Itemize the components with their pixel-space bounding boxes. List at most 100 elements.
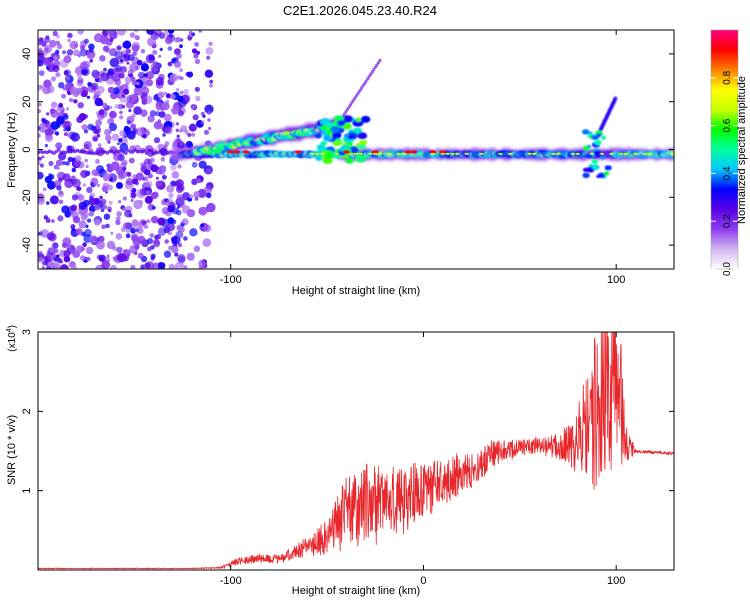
noise-blob: [95, 265, 103, 269]
noise-blob: [147, 37, 157, 47]
noise-blob: [110, 161, 120, 171]
noise-blob: [87, 218, 92, 223]
noise-blob: [134, 35, 140, 41]
noise-blob: [42, 187, 47, 192]
noise-blob: [204, 104, 214, 114]
noise-blob: [177, 254, 186, 263]
noise-blob: [116, 211, 122, 217]
noise-blob: [183, 88, 189, 95]
spectral-cell: [325, 152, 334, 159]
noise-blob: [128, 157, 135, 164]
noise-blob: [194, 58, 201, 65]
noise-blob: [42, 85, 51, 95]
colorbar-tick-label: 0.0: [722, 262, 733, 276]
noise-blob: [136, 59, 143, 66]
noise-blob: [53, 60, 61, 67]
noise-blob: [150, 63, 159, 72]
noise-blob: [50, 101, 58, 109]
noise-blob: [121, 94, 126, 98]
spectral-cell: [588, 131, 593, 135]
colorbar-tick-label: 0.8: [722, 70, 733, 84]
noise-blob: [65, 75, 71, 81]
noise-blob: [63, 128, 67, 132]
spectral-cell: [603, 171, 610, 176]
noise-blob: [161, 174, 167, 180]
noise-blob: [194, 196, 199, 201]
noise-blob: [38, 126, 41, 131]
noise-blob: [48, 173, 53, 178]
noise-blob: [71, 175, 76, 181]
spectral-cell: [342, 115, 353, 123]
noise-blob: [84, 158, 89, 163]
noise-blob: [208, 126, 212, 131]
noise-blob: [85, 164, 89, 169]
noise-blob: [167, 204, 175, 213]
spectral-cell: [596, 175, 601, 178]
spectral-cell: [587, 134, 592, 138]
noise-blob: [94, 33, 104, 43]
noise-blob: [78, 220, 87, 229]
noise-blob: [117, 252, 127, 263]
noise-blob: [176, 53, 182, 59]
noise-blob: [38, 133, 41, 138]
noise-blob: [52, 242, 59, 249]
noise-blob: [71, 194, 79, 201]
faint-trace: [366, 77, 370, 81]
noise-blob: [38, 197, 45, 205]
hot-spot: [371, 150, 379, 154]
noise-blob: [115, 233, 123, 240]
noise-blob: [103, 128, 111, 136]
noise-blob: [109, 57, 120, 68]
core-spot: [353, 152, 359, 155]
spectral-cell: [357, 132, 368, 140]
noise-blob: [95, 159, 100, 164]
noise-blob: [148, 54, 155, 61]
noise-blob: [51, 219, 55, 223]
spectral-cell: [600, 155, 606, 160]
noise-blob: [157, 119, 162, 123]
noise-blob: [130, 264, 136, 269]
noise-blob: [170, 93, 176, 100]
core-spot: [633, 152, 638, 155]
noise-blob: [194, 86, 200, 92]
noise-blob: [125, 48, 131, 54]
core-spot: [315, 152, 320, 155]
noise-blob: [106, 30, 116, 36]
spectrogram-noise-region: [38, 30, 382, 269]
noise-blob: [158, 54, 162, 58]
noise-blob: [47, 180, 56, 190]
noise-blob: [147, 115, 155, 123]
spectrogram-ylabel: Frequency (Hz): [6, 112, 18, 188]
noise-blob: [49, 195, 59, 205]
noise-blob: [94, 205, 100, 211]
noise-blob: [53, 165, 59, 170]
noise-blob: [171, 106, 180, 115]
noise-blob: [146, 30, 155, 35]
noise-blob: [158, 262, 166, 269]
noise-blob: [89, 195, 93, 200]
noise-blob: [131, 234, 139, 242]
faint-trace: [370, 70, 374, 74]
noise-blob: [137, 252, 144, 259]
noise-blob: [129, 32, 136, 38]
noise-blob: [177, 164, 182, 169]
spectral-cell: [345, 157, 354, 164]
noise-blob: [109, 110, 117, 119]
noise-blob: [94, 128, 100, 134]
noise-blob: [119, 162, 127, 169]
noise-blob: [43, 57, 50, 65]
core-spot: [498, 152, 503, 155]
faint-trace: [359, 86, 363, 90]
noise-blob: [57, 190, 65, 198]
noise-blob: [116, 182, 123, 189]
noise-blob: [75, 245, 84, 253]
noise-blob: [48, 160, 54, 167]
noise-blob: [69, 86, 78, 95]
noise-blob: [122, 207, 126, 212]
colorbar-tick-label: 0.6: [722, 118, 733, 132]
noise-blob: [135, 65, 140, 71]
noise-blob: [94, 97, 103, 107]
noise-blob: [188, 194, 194, 199]
core-spot: [527, 152, 532, 155]
noise-blob: [116, 246, 123, 254]
